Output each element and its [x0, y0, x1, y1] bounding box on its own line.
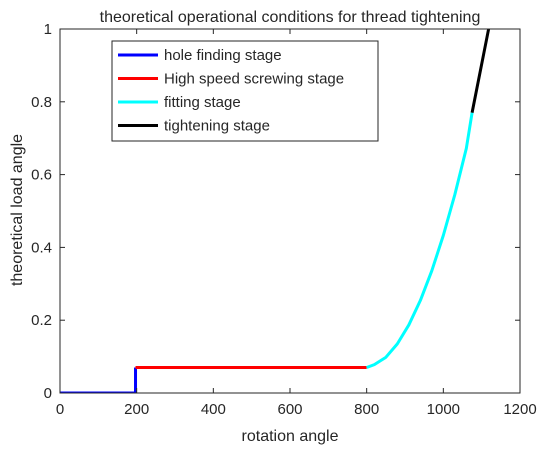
legend-label-1: hole finding stage	[164, 47, 282, 64]
series-line-3	[366, 112, 474, 369]
legend-label-4: tightening stage	[164, 118, 270, 135]
x-tick-label: 1000	[427, 401, 460, 418]
legend-label-3: fitting stage	[164, 94, 241, 111]
x-tick-label: 1200	[503, 401, 536, 418]
legend-label-2: High speed screwing stage	[164, 71, 344, 88]
x-tick-label: 600	[277, 401, 302, 418]
y-tick-label: 0.8	[31, 94, 52, 111]
x-tick-label: 0	[56, 401, 64, 418]
series-line-1	[60, 367, 138, 393]
series-group	[60, 29, 491, 393]
chart-title: theoretical operational conditions for t…	[100, 9, 481, 26]
y-tick-label: 0.2	[31, 312, 52, 329]
y-tick-label: 1	[44, 21, 52, 38]
x-tick-label: 400	[201, 401, 226, 418]
y-tick-label: 0.6	[31, 167, 52, 184]
x-tick-label: 800	[354, 401, 379, 418]
y-tick-label: 0.4	[31, 239, 52, 256]
x-tick-label: 200	[124, 401, 149, 418]
x-axis-title: rotation angle	[242, 428, 339, 445]
y-axis-title: theoretical load angle	[9, 134, 26, 286]
series-line-4	[470, 29, 491, 114]
y-tick-label: 0	[44, 385, 52, 402]
